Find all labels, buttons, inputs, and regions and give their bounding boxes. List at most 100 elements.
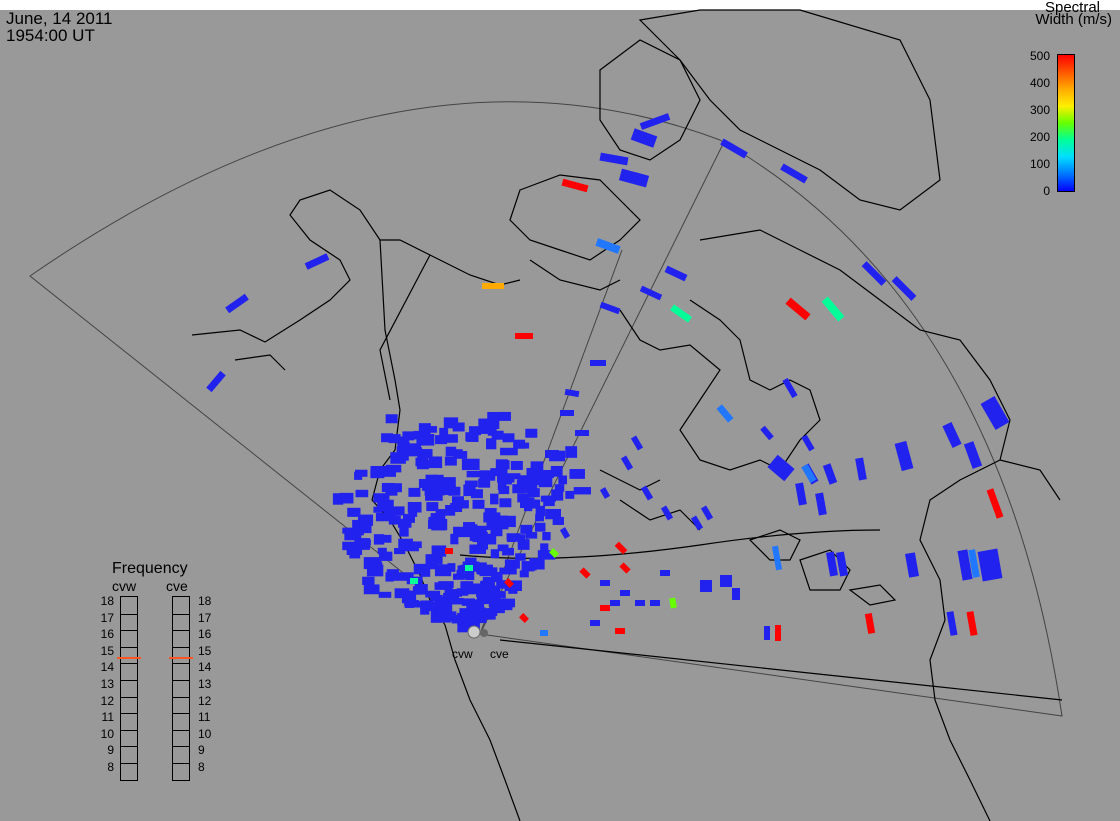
scatter-cell — [537, 550, 556, 560]
scatter-cell — [342, 541, 360, 551]
scatter-cell — [346, 547, 363, 556]
scatter-cell — [426, 562, 438, 570]
scatter-cell — [551, 489, 564, 501]
scatter-cell — [450, 502, 463, 512]
frequency-level-label: 15 — [198, 643, 212, 658]
scatter-cell — [550, 465, 563, 477]
scatter-cell — [377, 499, 394, 512]
colorbar-tick: 500 — [1029, 49, 1050, 63]
scatter-cell — [445, 504, 455, 513]
scatter-cell — [377, 547, 387, 555]
scatter-cell — [669, 304, 693, 323]
colorbar — [1057, 54, 1075, 192]
scatter-cell — [545, 508, 562, 520]
scatter-cell — [517, 539, 530, 550]
scatter-cell — [525, 428, 538, 438]
scatter-cell — [447, 563, 456, 572]
scatter-cell — [304, 253, 330, 270]
scatter-cell — [595, 238, 621, 254]
scatter-cell — [495, 459, 508, 469]
scatter-cell — [660, 505, 674, 521]
scatter-cell — [864, 613, 876, 634]
scatter-cell — [700, 580, 712, 592]
scatter-cell — [472, 499, 485, 509]
scatter-cell — [453, 526, 470, 538]
scatter-cell — [575, 430, 589, 436]
scatter-cell — [392, 574, 409, 581]
scatter-cell — [342, 527, 358, 534]
scatter-cell — [450, 533, 459, 545]
scatter-cell — [519, 613, 529, 623]
scatter-cell — [466, 601, 476, 613]
scatter-cell — [378, 551, 393, 561]
scatter-cell — [484, 590, 501, 602]
colorbar-title-line2: Width (m/s) — [1035, 11, 1112, 28]
scatter-cell — [347, 507, 361, 517]
scatter-cell — [444, 583, 453, 594]
scatter-cell — [439, 427, 449, 436]
scatter-cell — [355, 469, 368, 477]
scatter-cell — [620, 590, 630, 596]
scatter-cell — [512, 484, 526, 494]
scatter-cell — [894, 440, 914, 472]
scatter-cell — [384, 467, 397, 477]
scatter-cell — [456, 588, 469, 596]
frequency-level-label: 14 — [100, 660, 114, 675]
scatter-cell — [599, 301, 621, 315]
scatter-cell — [463, 484, 476, 497]
scatter-cell — [490, 605, 505, 614]
scatter-cell — [470, 489, 483, 499]
colorbar-tick: 400 — [1029, 76, 1050, 90]
scatter-cell — [483, 512, 501, 523]
scatter-cell — [425, 554, 443, 565]
scatter-cell — [540, 630, 548, 636]
scatter-cell — [822, 463, 838, 485]
frequency-level-label: 16 — [198, 627, 212, 642]
scatter-cell — [435, 435, 448, 445]
scatter-cell — [664, 265, 688, 282]
scatter-cell — [339, 492, 354, 504]
scatter-cell — [946, 611, 958, 636]
scatter-cell — [357, 514, 374, 526]
scatter-cell — [460, 581, 474, 590]
frequency-level-label: 8 — [198, 760, 205, 774]
scatter-cell — [445, 589, 462, 597]
frequency-level-label: 12 — [198, 693, 212, 708]
scatter-cell — [535, 505, 546, 517]
scatter-cell — [486, 438, 497, 450]
scatter-cell — [410, 541, 422, 549]
scatter-cell — [538, 475, 553, 488]
scatter-cell — [425, 590, 441, 598]
scatter-cell — [410, 578, 418, 584]
scatter-cell — [445, 446, 457, 457]
scatter-cell — [764, 626, 770, 640]
scatter-cell — [504, 559, 520, 569]
scatter-cell — [388, 434, 401, 444]
scatter-cell — [490, 493, 499, 505]
scatter-cell — [980, 396, 1010, 430]
scatter-cell — [370, 469, 385, 479]
time-label: 1954:00 UT — [6, 26, 95, 45]
scatter-cell — [579, 567, 591, 579]
scatter-cell — [402, 431, 415, 441]
coastlines — [191, 9, 1063, 821]
scatter-cell — [402, 513, 415, 523]
frequency-level-label: 17 — [198, 610, 212, 625]
scatter-cell — [599, 152, 629, 166]
frequency-col-cve: cve — [166, 578, 188, 594]
scatter-cell — [466, 470, 481, 478]
scatter-cell — [430, 610, 442, 623]
scatter-cell — [444, 612, 455, 619]
scatter-cell — [552, 516, 564, 525]
scatter-cell — [373, 506, 383, 513]
scatter-cell — [520, 500, 532, 508]
scatter-cell — [521, 561, 537, 571]
scatter-cell — [446, 597, 464, 605]
scatter-cell — [389, 483, 402, 493]
frequency-level-label: 9 — [198, 743, 205, 758]
radar-site-cve — [480, 629, 488, 637]
scatter-cell — [444, 456, 457, 466]
scatter-cell — [496, 591, 506, 599]
scatter-cell — [363, 584, 380, 595]
